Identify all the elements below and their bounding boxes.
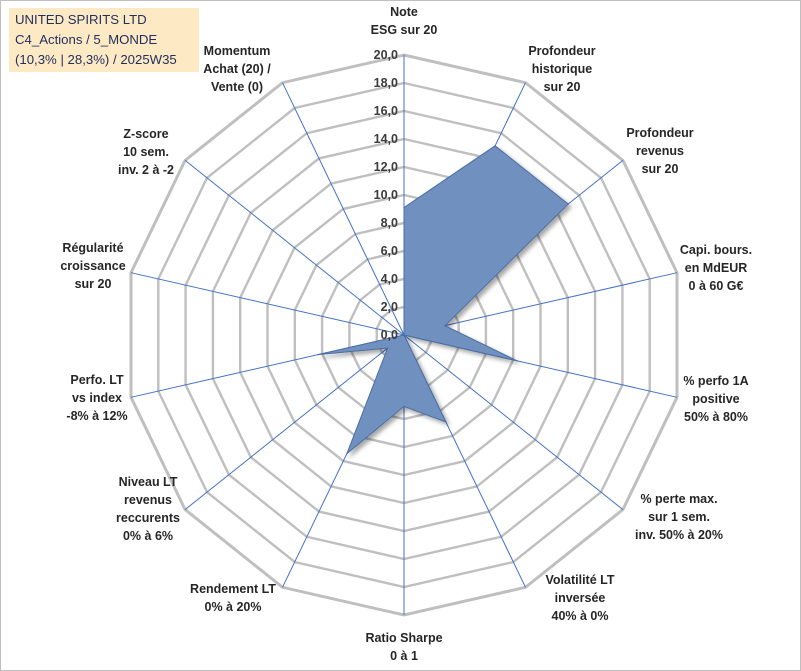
axis-label-line: 40% à 0% [552, 609, 609, 623]
axis-label-line: 50% à 80% [684, 410, 748, 424]
axis-label-line: vs index [72, 391, 122, 405]
axis-label-3: Capi. bours. en MdEUR 0 à 60 G€ [680, 243, 752, 293]
portfolio-category: C4_Actions / 5_MONDE [15, 32, 158, 47]
spoke-13 [282, 82, 405, 336]
spoke-3 [403, 272, 678, 336]
tick-label-8: 16,0 [374, 104, 398, 118]
axis-label-1: Profondeur historique sur 20 [528, 44, 595, 94]
axis-label-12: Z-score 10 sem. inv. 2 à -2 [118, 127, 174, 177]
axis-label-line: en MdEUR [685, 261, 748, 275]
axis-label-line: Niveau LT [119, 475, 178, 489]
axis-label-line: -8% à 12% [66, 409, 127, 423]
data-point-13 [403, 334, 405, 336]
axis-label-4: % perfo 1A positive 50% à 80% [683, 374, 748, 424]
axis-label-line: Capi. bours. [680, 243, 752, 257]
axis-label-line: 0 à 1 [390, 649, 418, 663]
spoke-12 [184, 160, 405, 336]
axis-label-line: Profondeur [626, 126, 693, 140]
axis-label-line: Achat (20) / [203, 62, 271, 76]
axis-label-line: inv. 50% à 20% [635, 528, 723, 542]
axis-label-line: Rendement LT [190, 582, 276, 596]
spoke-9 [184, 334, 405, 510]
axis-label-8: Rendement LT 0% à 20% [190, 582, 276, 614]
tick-label-3: 6,0 [381, 244, 398, 258]
axis-label-line: reccurents [116, 511, 180, 525]
axis-label-7: Ratio Sharpe 0 à 1 [365, 631, 442, 663]
axis-label-line: historique [532, 62, 592, 76]
radar-series [317, 145, 569, 456]
spoke-5 [403, 334, 624, 510]
axis-label-line: revenus [636, 144, 684, 158]
axis-label-line: 0% à 20% [205, 600, 262, 614]
axis-label-11: Régularité croissance sur 20 [60, 241, 125, 291]
performance-period: (10,3% | 28,3%) / 2025W35 [15, 52, 177, 67]
axis-labels: Note ESG sur 20 Profondeur historique sur 20… [60, 5, 752, 663]
axis-label-line: Profondeur [528, 44, 595, 58]
axis-label-line: 0% à 6% [123, 529, 173, 543]
tick-label-6: 12,0 [374, 160, 398, 174]
tick-label-0: 0,0 [381, 328, 398, 342]
company-name: UNITED SPIRITS LTD [15, 12, 147, 27]
axis-label-line: Ratio Sharpe [365, 631, 442, 645]
data-point-3 [444, 325, 446, 327]
axis-label-9: Niveau LT revenus reccurents 0% à 6% [116, 475, 180, 543]
axis-label-line: sur 20 [544, 80, 581, 94]
axis-label-2: Profondeur revenus sur 20 [626, 126, 693, 176]
tick-label-9: 18,0 [374, 76, 398, 90]
axis-label-line: ESG sur 20 [371, 23, 438, 37]
data-point-1 [494, 145, 496, 147]
axis-label-line: Note [390, 5, 418, 19]
axis-label-line: sur 1 sem. [648, 510, 710, 524]
data-point-10 [317, 354, 319, 356]
axis-label-line: % perte max. [640, 492, 717, 506]
axis-label-6: Volatilité LT inversée 40% à 0% [546, 573, 615, 623]
tick-label-7: 14,0 [374, 132, 398, 146]
tick-label-5: 10,0 [374, 188, 398, 202]
axis-label-line: croissance [60, 259, 125, 273]
axis-label-line: Z-score [123, 127, 168, 141]
axis-label-line: Volatilité LT [546, 573, 615, 587]
axis-label-line: 0 à 60 G€ [689, 279, 744, 293]
data-point-8 [346, 453, 348, 455]
tick-label-1: 2,0 [381, 300, 398, 314]
data-point-0 [403, 207, 405, 209]
axis-label-13: Momentum Achat (20) / Vente (0) [203, 44, 271, 94]
axis-label-line: positive [692, 392, 739, 406]
axis-label-line: Perfo. LT [70, 373, 124, 387]
axis-label-line: 10 sem. [123, 145, 169, 159]
data-point-4 [516, 360, 518, 362]
tick-label-2: 4,0 [381, 272, 398, 286]
axis-label-line: Régularité [62, 241, 123, 255]
chart-title-box: UNITED SPIRITS LTD C4_Actions / 5_MONDE … [9, 8, 199, 72]
axis-label-line: inversée [555, 591, 606, 605]
data-point-7 [403, 405, 405, 407]
axis-label-line: inv. 2 à -2 [118, 163, 174, 177]
axis-label-line: Momentum [204, 44, 271, 58]
spoke-11 [130, 272, 405, 336]
axis-label-line: Vente (0) [211, 80, 263, 94]
data-point-9 [387, 347, 389, 349]
axis-label-line: revenus [124, 493, 172, 507]
axis-label-0: Note ESG sur 20 [371, 5, 438, 37]
axis-label-10: Perfo. LT vs index -8% à 12% [66, 373, 127, 423]
axis-label-5: % perte max. sur 1 sem. inv. 50% à 20% [635, 492, 723, 542]
data-point-6 [445, 421, 447, 423]
tick-label-4: 8,0 [381, 216, 398, 230]
axis-label-line: % perfo 1A [683, 374, 748, 388]
axis-label-line: sur 20 [642, 162, 679, 176]
tick-label-10: 20,0 [374, 48, 398, 62]
axis-label-line: sur 20 [75, 277, 112, 291]
radial-tick-labels: 0,0 2,0 4,0 6,0 8,0 10,0 12,0 14,0 16,0 18,0 20,0 [374, 48, 398, 342]
data-point-2 [567, 203, 569, 205]
